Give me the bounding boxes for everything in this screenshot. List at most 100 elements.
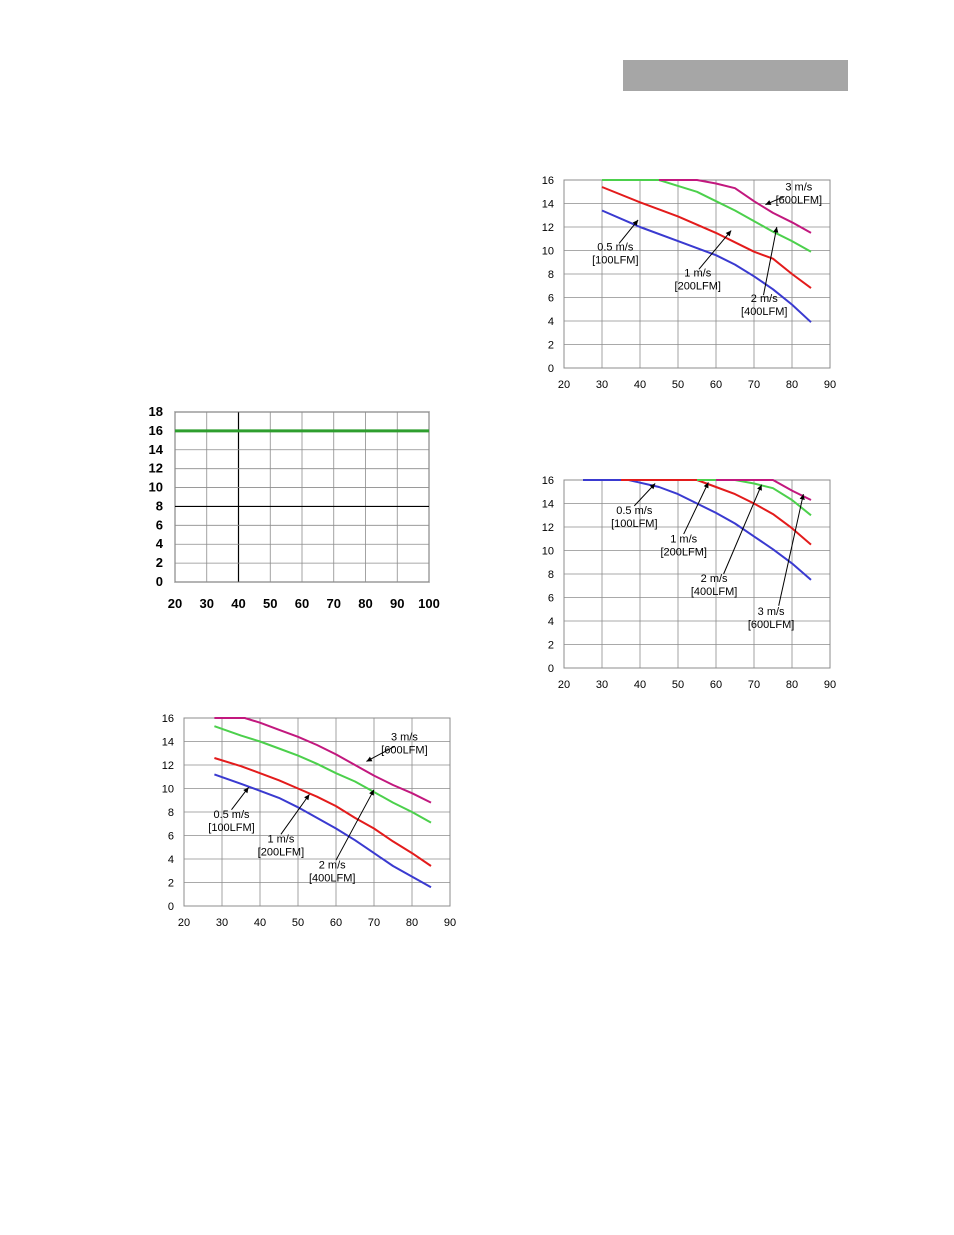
y-tick-label: 10 xyxy=(149,480,163,495)
y-tick-label: 14 xyxy=(162,737,174,749)
y-tick-label: 0 xyxy=(156,574,163,589)
series-line xyxy=(601,186,812,289)
y-tick-label: 16 xyxy=(542,175,554,187)
annotation-text: 0.5 m/s xyxy=(616,505,653,517)
arrow-head xyxy=(757,484,762,491)
arrow-head xyxy=(725,230,732,237)
arrow-line xyxy=(280,794,310,835)
annotation-text: 1 m/s xyxy=(267,834,294,846)
annotation-text: [600LFM] xyxy=(776,195,822,207)
x-tick-label: 20 xyxy=(168,596,182,611)
y-tick-label: 2 xyxy=(548,340,554,352)
y-tick-label: 12 xyxy=(542,222,554,234)
annotation-text: [400LFM] xyxy=(309,872,355,884)
annotation: 0.5 m/s[100LFM] xyxy=(592,219,639,267)
x-tick-label: 80 xyxy=(786,679,798,691)
series-line xyxy=(601,209,812,323)
x-tick-label: 60 xyxy=(710,679,722,691)
chart-mid-right: 20 30 40 50 60 70 80 90 0 2 4 6 8 10 12 14 16 0.5 m/s[100… xyxy=(542,475,836,691)
x-tick-label: 90 xyxy=(824,379,836,391)
arrow-line xyxy=(723,484,763,575)
annotation: 1 m/s[200LFM] xyxy=(660,482,709,558)
y-tick-label: 14 xyxy=(542,499,554,511)
y-tick-label: 0 xyxy=(548,663,554,675)
series-line xyxy=(214,725,432,824)
y-tick-label: 14 xyxy=(149,442,164,457)
y-tick-label: 16 xyxy=(542,475,554,487)
arrow-head xyxy=(703,482,709,489)
x-tick-label: 90 xyxy=(390,596,404,611)
x-tick-label: 60 xyxy=(295,596,309,611)
annotation-text: [400LFM] xyxy=(741,306,787,318)
y-tick-label: 0 xyxy=(548,363,554,375)
y-tick-label: 4 xyxy=(548,616,554,628)
annotation-text: 1 m/s xyxy=(684,267,711,279)
series-line xyxy=(659,179,812,234)
annotation-text: 3 m/s xyxy=(391,731,418,743)
y-tick-label: 0 xyxy=(168,901,174,913)
arrow-head xyxy=(366,756,373,762)
annotation-text: [200LFM] xyxy=(660,546,706,558)
y-tick-label: 18 xyxy=(149,404,163,419)
y-tick-label: 10 xyxy=(542,246,554,258)
y-tick-label: 6 xyxy=(548,593,554,605)
y-tick-label: 4 xyxy=(168,854,174,866)
x-tick-label: 80 xyxy=(406,917,418,929)
x-tick-label: 70 xyxy=(327,596,341,611)
chart-top-right: 20 30 40 50 60 70 80 90 0 2 4 6 8 10 12 14 16 3 m/s[600LF… xyxy=(542,175,836,391)
annotation: 1 m/s[200LFM] xyxy=(258,794,310,859)
annotation-text: 0.5 m/s xyxy=(597,242,634,254)
x-tick-label: 70 xyxy=(748,679,760,691)
x-tick-label: 20 xyxy=(178,917,190,929)
annotation-text: 2 m/s xyxy=(751,293,778,305)
series-line xyxy=(716,479,812,501)
annotation: 1 m/s[200LFM] xyxy=(675,230,732,292)
y-tick-label: 10 xyxy=(542,546,554,558)
header-bar xyxy=(623,60,848,91)
y-tick-label: 14 xyxy=(542,199,554,211)
x-tick-label: 60 xyxy=(330,917,342,929)
x-tick-label: 30 xyxy=(596,379,608,391)
y-tick-label: 12 xyxy=(162,760,174,772)
x-tick-label: 70 xyxy=(368,917,380,929)
arrow-line xyxy=(778,493,804,606)
annotation-text: [200LFM] xyxy=(258,847,304,859)
y-tick-label: 16 xyxy=(149,423,163,438)
x-tick-label: 40 xyxy=(634,679,646,691)
arrow-head xyxy=(369,789,374,796)
x-tick-label: 30 xyxy=(216,917,228,929)
annotation-text: [400LFM] xyxy=(691,586,737,598)
x-tick-label: 100 xyxy=(418,596,440,611)
y-tick-label: 2 xyxy=(548,640,554,652)
arrow-head xyxy=(304,794,310,801)
x-tick-label: 80 xyxy=(786,379,798,391)
annotation: 3 m/s[600LFM] xyxy=(748,493,805,631)
x-tick-label: 50 xyxy=(672,379,684,391)
y-tick-label: 8 xyxy=(548,569,554,581)
y-tick-label: 8 xyxy=(168,807,174,819)
series-line xyxy=(214,717,432,804)
annotation: 2 m/s[400LFM] xyxy=(741,226,787,318)
annotation: 0.5 m/s[100LFM] xyxy=(611,483,658,530)
series-line xyxy=(602,179,812,253)
y-tick-label: 16 xyxy=(162,713,174,725)
y-tick-label: 10 xyxy=(162,784,174,796)
arrow-head xyxy=(243,787,249,794)
x-tick-label: 60 xyxy=(710,379,722,391)
series-line xyxy=(214,757,432,867)
annotation: 2 m/s[400LFM] xyxy=(309,789,375,884)
arrow-head xyxy=(799,494,805,500)
y-tick-label: 6 xyxy=(548,293,554,305)
y-tick-label: 12 xyxy=(149,461,163,476)
x-tick-label: 50 xyxy=(292,917,304,929)
y-tick-label: 2 xyxy=(168,878,174,890)
annotation-text: 2 m/s xyxy=(319,859,346,871)
x-tick-label: 40 xyxy=(254,917,266,929)
annotation-text: [100LFM] xyxy=(592,255,638,267)
annotation: 3 m/s[600LFM] xyxy=(366,731,428,762)
x-tick-label: 20 xyxy=(558,379,570,391)
x-tick-label: 90 xyxy=(444,917,456,929)
y-tick-label: 4 xyxy=(156,536,164,551)
arrow-head xyxy=(765,200,772,205)
annotation-text: [600LFM] xyxy=(748,619,794,631)
